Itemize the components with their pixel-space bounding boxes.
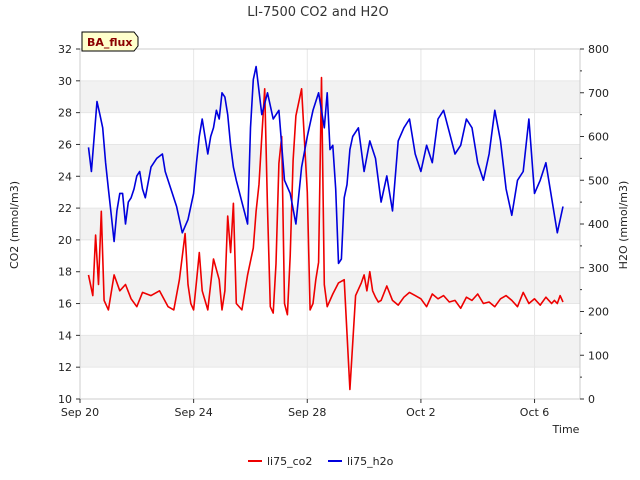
left-tick-label: 14 [58, 329, 72, 342]
legend: li75_co2 li75_h2o [248, 455, 394, 468]
left-tick-label: 28 [58, 107, 72, 120]
right-tick-label: 400 [588, 218, 609, 231]
right-tick-label: 800 [588, 43, 609, 56]
right-axis-label: H2O (mmol/m3) [617, 181, 630, 270]
right-axis: 0 100 200 300 400 500 600 700 800 [580, 43, 609, 406]
right-tick-label: 0 [588, 393, 595, 406]
right-tick-label: 300 [588, 262, 609, 275]
left-tick-label: 24 [58, 170, 72, 183]
x-axis: Sep 20 Sep 24 Sep 28 Oct 2 Oct 6 [61, 399, 549, 419]
left-axis: 10 12 14 16 18 20 22 24 26 28 30 32 [58, 43, 80, 406]
grid-band [80, 335, 580, 368]
left-tick-label: 26 [58, 138, 72, 151]
right-tick-label: 600 [588, 131, 609, 144]
left-tick-label: 20 [58, 234, 72, 247]
series-line-li75_co2 [87, 76, 564, 391]
chart-title: LI-7500 CO2 and H2O [247, 5, 389, 20]
x-tick-label: Sep 20 [61, 406, 99, 419]
x-tick-label: Sep 24 [175, 406, 213, 419]
series-layer [87, 65, 564, 391]
left-axis-label: CO2 (mmol/m3) [8, 181, 21, 269]
left-tick-label: 30 [58, 75, 72, 88]
left-tick-label: 12 [58, 361, 72, 374]
right-tick-label: 200 [588, 306, 609, 319]
x-tick-label: Oct 6 [520, 406, 550, 419]
x-axis-label: Time [552, 423, 580, 436]
right-tick-label: 100 [588, 349, 609, 362]
legend-label-h2o: li75_h2o [347, 455, 394, 468]
left-tick-label: 10 [58, 393, 72, 406]
site-badge-box [81, 31, 139, 52]
left-tick-label: 32 [58, 43, 72, 56]
x-tick-label: Oct 2 [406, 406, 436, 419]
series-line-li75_h2o [87, 65, 564, 265]
site-badge-label: BA_flux [87, 36, 132, 49]
site-badge: BA_flux [81, 31, 139, 52]
grid-band [80, 80, 580, 113]
left-tick-label: 18 [58, 266, 72, 279]
left-tick-label: 22 [58, 202, 72, 215]
grid-band [80, 208, 580, 240]
right-tick-label: 700 [588, 87, 609, 100]
grid-bands [80, 80, 580, 368]
right-tick-label: 500 [588, 174, 609, 187]
x-tick-label: Sep 28 [288, 406, 326, 419]
left-tick-label: 16 [58, 298, 72, 311]
legend-label-co2: li75_co2 [267, 455, 312, 468]
